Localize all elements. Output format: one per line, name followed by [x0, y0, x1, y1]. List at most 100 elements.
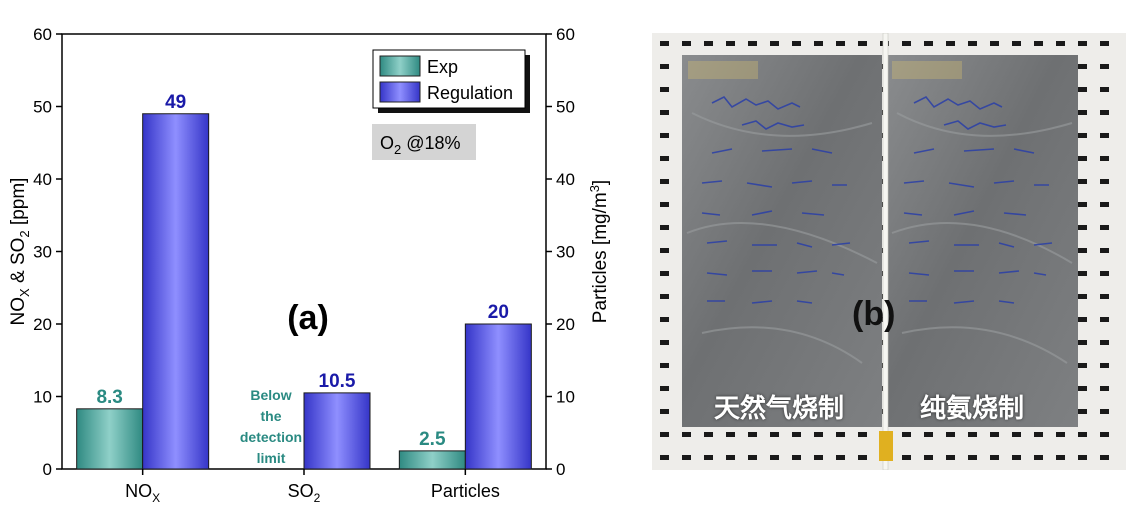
data-label: 8.3: [96, 387, 122, 408]
pegboard-hole: [704, 432, 713, 437]
pegboard-hole: [660, 64, 669, 69]
pegboard-hole: [1100, 363, 1109, 368]
right-y-tick-label: 30: [556, 243, 575, 262]
right-y-tick-label: 20: [556, 315, 575, 334]
pegboard-hole: [1078, 409, 1087, 414]
below-limit-annotation: the: [261, 408, 282, 424]
left-y-tick-label: 30: [33, 243, 52, 262]
right-y-tick-label: 60: [556, 25, 575, 44]
pegboard-hole: [682, 432, 691, 437]
pegboard-hole: [1078, 41, 1087, 46]
left-y-tick-label: 10: [33, 388, 52, 407]
pegboard-hole: [1078, 386, 1087, 391]
right-y-tick-label: 50: [556, 98, 575, 117]
pegboard-hole: [1100, 41, 1109, 46]
pegboard-hole: [946, 41, 955, 46]
pegboard-hole: [704, 41, 713, 46]
bar-regulation: [303, 392, 371, 470]
pegboard-hole: [1034, 455, 1043, 460]
pegboard-hole: [968, 432, 977, 437]
pegboard-hole: [1078, 248, 1087, 253]
pegboard-hole: [902, 41, 911, 46]
legend-label: Exp: [427, 57, 458, 77]
pegboard-hole: [814, 455, 823, 460]
pegboard-hole: [660, 294, 669, 299]
pegboard-hole: [726, 41, 735, 46]
panel-a-label: (a): [287, 299, 329, 337]
pegboard-hole: [704, 455, 713, 460]
right-slab: [888, 55, 1078, 427]
pegboard-hole: [1078, 179, 1087, 184]
pegboard-hole: [946, 455, 955, 460]
pegboard-hole: [1078, 87, 1087, 92]
chart-panel: 0 0 10 10 20 20 30 30 40 40 50 50 60 60 8.3 49 NOX 10.5 S…: [8, 25, 611, 505]
pegboard-hole: [902, 432, 911, 437]
data-label: 20: [488, 302, 509, 323]
pegboard-hole: [990, 41, 999, 46]
pegboard-hole: [858, 432, 867, 437]
bar-chart: 0 0 10 10 20 20 30 30 40 40 50 50 60 60 8.3 49 NOX 10.5 S…: [8, 25, 611, 505]
data-label: 2.5: [419, 429, 446, 450]
below-limit-annotation: limit: [257, 450, 286, 466]
pegboard-hole: [1078, 64, 1087, 69]
pegboard-hole: [858, 41, 867, 46]
pegboard-hole: [1100, 340, 1109, 345]
pegboard-hole: [1100, 64, 1109, 69]
pegboard-hole: [660, 110, 669, 115]
pegboard-hole: [1100, 271, 1109, 276]
pegboard-hole: [924, 41, 933, 46]
pegboard-hole: [770, 41, 779, 46]
panel-b-label: (b): [852, 295, 896, 333]
pegboard-hole: [726, 432, 735, 437]
pegboard-hole: [858, 455, 867, 460]
pegboard-hole: [792, 41, 801, 46]
pegboard-hole: [836, 432, 845, 437]
pegboard-hole: [1100, 294, 1109, 299]
pegboard-hole: [770, 432, 779, 437]
data-label: 49: [165, 92, 186, 113]
pegboard-hole: [902, 455, 911, 460]
pegboard-hole: [1012, 41, 1021, 46]
pegboard-hole: [1078, 225, 1087, 230]
pegboard-hole: [660, 248, 669, 253]
pegboard-hole: [1100, 455, 1109, 460]
data-label: 10.5: [319, 371, 356, 392]
pegboard-hole: [1012, 455, 1021, 460]
left-slab: [682, 55, 882, 427]
pegboard-hole: [1100, 225, 1109, 230]
pegboard-hole: [792, 432, 801, 437]
bar-regulation: [142, 113, 210, 470]
pegboard-hole: [748, 41, 757, 46]
pegboard-hole: [946, 432, 955, 437]
pegboard-hole: [748, 432, 757, 437]
pegboard-hole: [990, 455, 999, 460]
pegboard-hole: [660, 317, 669, 322]
pegboard-hole: [1078, 271, 1087, 276]
pegboard-hole: [1078, 317, 1087, 322]
pegboard-hole: [924, 432, 933, 437]
slab-photo: (b) 天然气烧制 纯氨烧制: [652, 33, 1126, 470]
pegboard-hole: [1056, 41, 1065, 46]
pegboard-hole: [660, 179, 669, 184]
pegboard-hole: [660, 432, 669, 437]
pegboard-hole: [660, 156, 669, 161]
pegboard-hole: [1034, 432, 1043, 437]
pegboard-hole: [660, 271, 669, 276]
pegboard-hole: [1078, 455, 1087, 460]
pegboard-hole: [1078, 110, 1087, 115]
pegboard-hole: [660, 455, 669, 460]
pegboard-hole: [660, 133, 669, 138]
x-tick-label: Particles: [431, 481, 500, 501]
pegboard-hole: [1100, 409, 1109, 414]
pegboard-hole: [836, 41, 845, 46]
pegboard-hole: [1100, 432, 1109, 437]
pegboard-hole: [1056, 432, 1065, 437]
condition-box: [372, 124, 476, 160]
pegboard-hole: [1034, 41, 1043, 46]
pegboard-hole: [1078, 294, 1087, 299]
pegboard-hole: [814, 432, 823, 437]
right-y-tick-label: 10: [556, 388, 575, 407]
left-slab-caption: 天然气烧制: [714, 394, 845, 424]
bar-regulation: [464, 323, 532, 470]
pegboard-hole: [1100, 248, 1109, 253]
